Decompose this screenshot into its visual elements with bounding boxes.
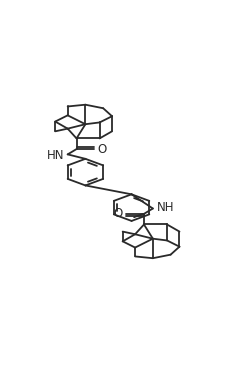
Text: HN: HN [47,149,64,162]
Text: O: O [98,143,107,156]
Text: O: O [113,207,123,220]
Text: NH: NH [156,201,174,214]
